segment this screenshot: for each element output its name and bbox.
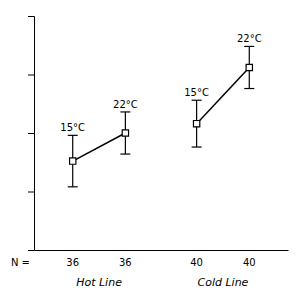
annotation: N = (11, 257, 30, 268)
y-tick-mark (28, 250, 34, 251)
group-label: Hot Line (76, 276, 122, 289)
n-value: 40 (243, 257, 256, 268)
y-axis-line (28, 17, 35, 251)
x-axis-line (35, 250, 289, 251)
y-tick-mark (28, 133, 34, 134)
y-tick (28, 250, 34, 251)
x-axis (35, 250, 289, 251)
error-bar-cap (68, 135, 78, 136)
error-bar-cap (120, 111, 130, 112)
point (246, 64, 252, 70)
y-tick (28, 133, 34, 134)
category-label: 15°C (184, 87, 209, 98)
error-bar-cap (120, 153, 130, 154)
category-label: 22°C (237, 33, 262, 44)
category-label: 22°C (113, 99, 138, 110)
error-bar-cap (244, 46, 254, 47)
y-tick-mark (28, 192, 34, 193)
error-bar (192, 100, 202, 147)
y-tick (28, 16, 34, 17)
y-tick (28, 192, 34, 193)
series-line (73, 133, 126, 161)
error-bar-cap (244, 88, 254, 89)
group-label: Cold Line (198, 276, 249, 289)
point (70, 158, 76, 164)
point (122, 130, 128, 136)
y-tick-mark (28, 75, 34, 76)
category-label: 15°C (60, 122, 85, 133)
n-value: 40 (190, 257, 203, 268)
error-bar (120, 112, 130, 154)
error-bar (244, 46, 254, 88)
n-value: 36 (66, 257, 79, 268)
error-bar-cap (192, 146, 202, 147)
y-axis (28, 17, 35, 251)
error-bar-cap (68, 186, 78, 187)
y-tick (28, 75, 34, 76)
n-value: 36 (119, 257, 132, 268)
plot: 15°C 36 22°C 36 Hot Line 15°C 40 22°C 40 Cold Lin… (11, 17, 289, 290)
error-bar (68, 135, 78, 186)
chart: 15°C 36 22°C 36 Hot Line 15°C 40 22°C 40 Cold Lin… (0, 0, 298, 298)
point (193, 120, 199, 126)
y-tick-mark (28, 16, 34, 17)
error-bar-cap (192, 100, 202, 101)
marks (68, 46, 255, 186)
labels: 15°C 36 22°C 36 Hot Line 15°C 40 22°C 40 Cold Lin… (11, 33, 262, 289)
